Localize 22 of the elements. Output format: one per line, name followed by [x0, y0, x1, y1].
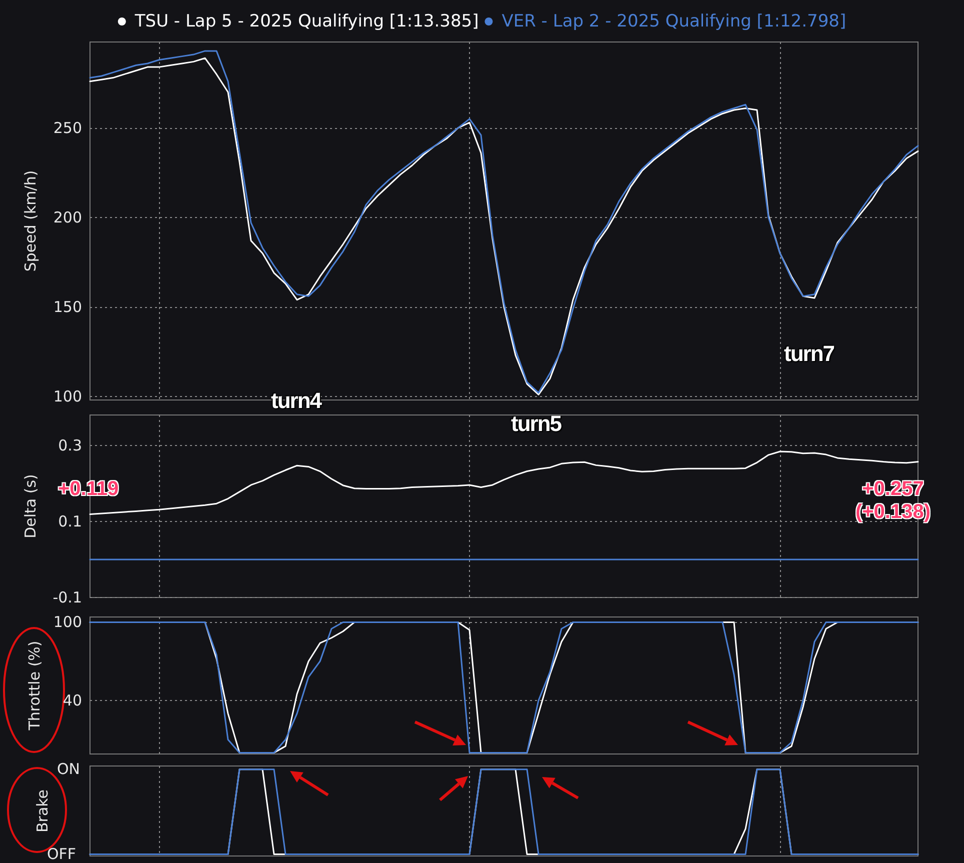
y-tick-label: 100 — [53, 613, 82, 632]
y-axis-title: Delta (s) — [22, 474, 40, 538]
text: ON — [57, 760, 80, 778]
legend-label: TSU - Lap 5 - 2025 Qualifying [1:13.385] — [134, 12, 479, 32]
y-tick-label: 100 — [53, 387, 82, 406]
y-tick-label: 150 — [53, 298, 82, 316]
y-tick-label: 0.1 — [58, 512, 82, 530]
annotation: +0.257 (+0.138) — [854, 478, 932, 524]
y-tick-label: -0.1 — [52, 588, 82, 606]
y-axis-title: Throttle (%) — [26, 640, 44, 732]
y-axis-title: Speed (km/h) — [22, 170, 40, 272]
line-series — [89, 621, 919, 754]
y-tick-label: 200 — [53, 208, 82, 226]
y-axis-title: Brake — [34, 789, 52, 833]
y-tick-label: 0.3 — [58, 436, 82, 454]
annotation: turn7 — [784, 341, 834, 367]
annotation: +0.119 — [58, 478, 119, 501]
annotation: turn4 — [271, 388, 321, 414]
text: OFF — [47, 845, 76, 863]
annotation: turn5 — [511, 411, 561, 437]
y-tick-label: 250 — [53, 118, 82, 137]
legend-label: VER - Lap 2 - 2025 Qualifying [1:12.798] — [502, 12, 846, 32]
